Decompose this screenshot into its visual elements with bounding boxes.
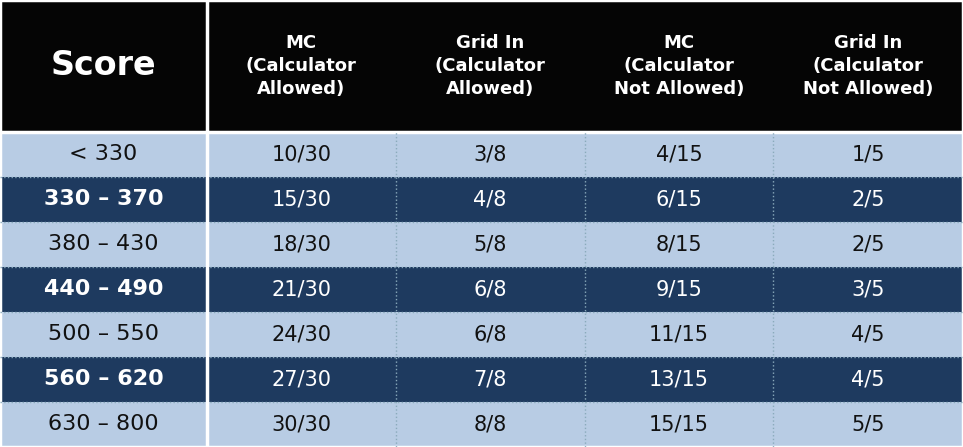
Text: 1/5: 1/5 xyxy=(851,144,885,164)
Bar xyxy=(773,267,963,312)
Bar xyxy=(396,0,585,132)
Text: 6/8: 6/8 xyxy=(474,279,507,299)
Bar xyxy=(585,267,773,312)
Text: 9/15: 9/15 xyxy=(656,279,702,299)
Bar xyxy=(773,222,963,267)
Text: Score: Score xyxy=(51,50,156,82)
Bar xyxy=(773,132,963,177)
Bar xyxy=(0,267,207,312)
Text: 5/8: 5/8 xyxy=(474,234,507,254)
Bar xyxy=(773,312,963,357)
Bar xyxy=(396,132,585,177)
Bar xyxy=(207,357,396,402)
Bar xyxy=(773,177,963,222)
Text: 8/15: 8/15 xyxy=(656,234,702,254)
Text: 500 – 550: 500 – 550 xyxy=(48,325,159,345)
Text: 4/5: 4/5 xyxy=(851,370,885,389)
Text: < 330: < 330 xyxy=(69,144,138,164)
Text: 6/8: 6/8 xyxy=(474,325,507,345)
Bar xyxy=(585,0,773,132)
Bar xyxy=(207,402,396,447)
Bar xyxy=(0,177,207,222)
Text: 10/30: 10/30 xyxy=(272,144,331,164)
Text: Grid In
(Calculator
Not Allowed): Grid In (Calculator Not Allowed) xyxy=(803,34,933,98)
Text: 4/8: 4/8 xyxy=(474,190,507,209)
Bar xyxy=(585,357,773,402)
Bar xyxy=(0,0,207,132)
Bar xyxy=(585,132,773,177)
Text: 15/30: 15/30 xyxy=(272,190,331,209)
Text: 440 – 490: 440 – 490 xyxy=(43,279,164,299)
Text: Grid In
(Calculator
Allowed): Grid In (Calculator Allowed) xyxy=(434,34,546,98)
Text: 330 – 370: 330 – 370 xyxy=(43,190,164,209)
Bar xyxy=(396,177,585,222)
Bar xyxy=(207,222,396,267)
Bar xyxy=(207,132,396,177)
Bar xyxy=(0,312,207,357)
Bar xyxy=(207,267,396,312)
Text: 15/15: 15/15 xyxy=(649,414,709,434)
Text: 4/5: 4/5 xyxy=(851,325,885,345)
Bar xyxy=(0,402,207,447)
Bar xyxy=(396,357,585,402)
Text: 3/5: 3/5 xyxy=(851,279,885,299)
Bar xyxy=(396,312,585,357)
Bar xyxy=(396,402,585,447)
Text: 2/5: 2/5 xyxy=(851,190,885,209)
Text: 4/15: 4/15 xyxy=(656,144,702,164)
Text: 380 – 430: 380 – 430 xyxy=(48,234,159,254)
Bar xyxy=(396,222,585,267)
Bar xyxy=(773,357,963,402)
Text: 13/15: 13/15 xyxy=(649,370,709,389)
Bar xyxy=(585,312,773,357)
Text: 11/15: 11/15 xyxy=(649,325,709,345)
Bar xyxy=(585,177,773,222)
Text: 5/5: 5/5 xyxy=(851,414,885,434)
Text: MC
(Calculator
Not Allowed): MC (Calculator Not Allowed) xyxy=(613,34,744,98)
Text: 3/8: 3/8 xyxy=(474,144,507,164)
Text: MC
(Calculator
Allowed): MC (Calculator Allowed) xyxy=(246,34,357,98)
Bar xyxy=(0,222,207,267)
Text: 27/30: 27/30 xyxy=(272,370,331,389)
Bar xyxy=(0,132,207,177)
Text: 30/30: 30/30 xyxy=(272,414,331,434)
Bar xyxy=(773,402,963,447)
Bar xyxy=(207,0,396,132)
Text: 21/30: 21/30 xyxy=(272,279,331,299)
Text: 7/8: 7/8 xyxy=(474,370,507,389)
Text: 18/30: 18/30 xyxy=(272,234,331,254)
Bar xyxy=(0,357,207,402)
Bar xyxy=(207,177,396,222)
Text: 6/15: 6/15 xyxy=(656,190,702,209)
Bar xyxy=(585,222,773,267)
Text: 8/8: 8/8 xyxy=(474,414,507,434)
Bar xyxy=(396,267,585,312)
Text: 630 – 800: 630 – 800 xyxy=(48,414,159,434)
Text: 24/30: 24/30 xyxy=(272,325,331,345)
Bar xyxy=(773,0,963,132)
Text: 2/5: 2/5 xyxy=(851,234,885,254)
Text: 560 – 620: 560 – 620 xyxy=(43,370,164,389)
Bar xyxy=(585,402,773,447)
Bar xyxy=(207,312,396,357)
